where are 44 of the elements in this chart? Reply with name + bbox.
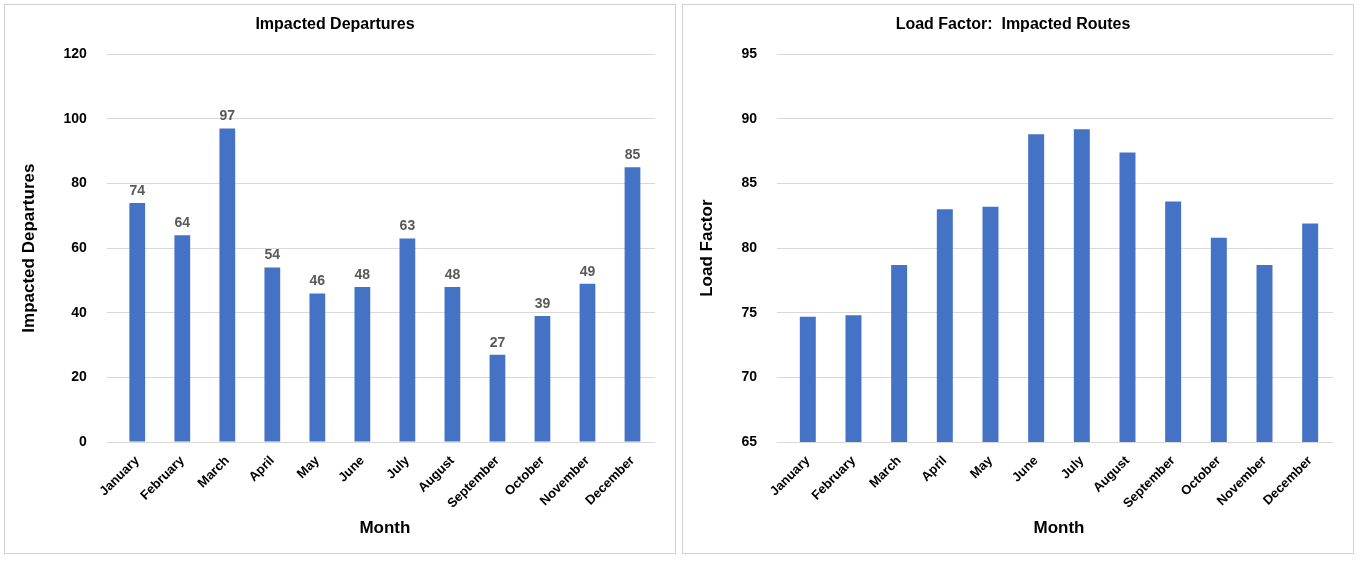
chart-title: Impacted Departures (255, 15, 415, 33)
bar (309, 293, 326, 442)
data-label: 63 (399, 217, 416, 234)
x-axis-title: Month (1033, 518, 1085, 538)
bar (129, 202, 146, 442)
y-axis-title: Impacted Departures (18, 163, 38, 333)
y-tick-label: 40 (71, 303, 87, 320)
data-label: 49 (579, 262, 596, 279)
data-label: 85 (624, 146, 641, 163)
y-tick-label: 90 (741, 109, 758, 126)
bar (219, 128, 236, 442)
bar (354, 286, 371, 442)
y-tick-label: 60 (71, 238, 87, 255)
bar (174, 235, 191, 442)
bar (579, 283, 596, 442)
y-tick-label: 85 (741, 174, 758, 191)
data-label: 48 (354, 265, 371, 282)
y-tick-label: 70 (741, 368, 758, 385)
data-label: 46 (309, 272, 326, 289)
data-label: 97 (219, 107, 236, 124)
chart-title: Load Factor: Impacted Routes (895, 15, 1131, 33)
bar (444, 286, 461, 442)
y-tick-label: 75 (741, 303, 758, 320)
data-label: 74 (129, 181, 146, 198)
y-tick-label: 80 (71, 174, 87, 191)
x-axis-title: Month (359, 518, 411, 538)
y-tick-label: 95 (741, 45, 758, 62)
bar (264, 267, 281, 442)
bar (534, 316, 551, 442)
y-tick-label: 100 (63, 109, 87, 126)
data-label: 39 (534, 294, 551, 311)
data-label: 27 (489, 333, 506, 350)
y-tick-label: 80 (741, 238, 758, 255)
bar (624, 167, 641, 442)
data-label: 48 (444, 265, 461, 282)
data-label: 54 (264, 246, 281, 263)
data-label: 64 (174, 214, 191, 231)
bar (489, 354, 506, 442)
y-tick-label: 120 (63, 45, 87, 62)
bar (399, 238, 416, 442)
y-tick-label: 20 (71, 368, 87, 385)
y-tick-label: 65 (741, 432, 758, 449)
y-axis-title: Load Factor (696, 199, 716, 297)
y-tick-label: 0 (78, 432, 87, 449)
